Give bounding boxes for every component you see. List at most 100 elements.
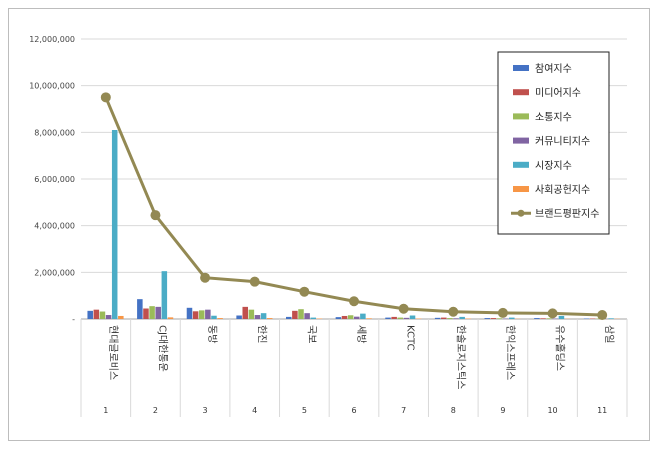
legend-swatch [513,161,529,168]
y-tick-label: - [72,315,75,324]
bar-시장지수-4 [260,313,267,319]
point-브랜드평판지수-9 [497,307,508,318]
bar-커뮤니티지수-4 [254,315,261,319]
bar-layer [87,130,620,319]
point-브랜드평판지수-6 [349,296,359,307]
legend-swatch [513,65,529,71]
category-index-label: 7 [401,406,406,415]
bar-소통지수-8 [447,318,453,319]
bar-참여지수-6 [335,317,342,319]
y-tick-label: 6,000,000 [34,175,75,184]
bar-커뮤니티지수-5 [304,313,310,319]
bar-미디어지수-6 [341,315,348,319]
bar-소통지수-4 [248,309,255,319]
y-tick-label: 12,000,000 [29,35,75,44]
bar-사회공헌지수-3 [217,318,223,319]
bar-시장지수-2 [161,271,168,319]
bar-미디어지수-2 [143,308,149,319]
bar-시장지수-10 [558,315,565,319]
bar-소통지수-6 [347,315,354,319]
point-브랜드평판지수-10 [547,308,558,319]
bar-커뮤니티지수-8 [453,318,459,319]
bar-시장지수-5 [310,317,317,319]
line-layer [100,92,608,321]
label-layer: 현대글로비스 1 CJ대한통운 2 동방 3 한진 4 국보 5 세방 6 KCTC 7 한솔로지스틱스 8 한… [103,325,615,415]
x-tick-label: 동방 [206,325,218,343]
bar-참여지수-1 [87,310,93,319]
bar-참여지수-3 [186,307,193,319]
bar-커뮤니티지수-6 [354,316,360,319]
x-tick-label: KCTC [405,325,416,351]
bar-사회공헌지수-6 [366,318,372,319]
x-tick-label: 세방 [355,325,367,343]
y-tick-label: 10,000,000 [29,82,75,91]
point-브랜드평판지수-5 [299,286,310,297]
bar-참여지수-4 [236,315,242,319]
bar-소통지수-3 [198,310,205,319]
legend-label: 참여지수 [535,63,572,75]
legend-label: 미디어지수 [535,87,581,99]
y-tick-label: 4,000,000 [34,222,75,231]
point-브랜드평판지수-7 [398,303,409,314]
bar-커뮤니티지수-3 [205,309,211,319]
bar-참여지수-10 [534,318,540,319]
point-브랜드평판지수-4 [249,276,260,287]
legend-label: 사회공헌지수 [535,184,590,196]
bar-시장지수-8 [459,316,465,319]
x-tick-label: 한익스프레스 [504,325,516,380]
y-tick-label: 8,000,000 [34,128,75,137]
legend-swatch [513,186,529,192]
bar-시장지수-7 [409,315,416,319]
bar-참여지수-8 [434,317,441,319]
category-index-label: 3 [203,406,208,415]
x-tick-label: 국보 [305,325,317,343]
category-index-label: 2 [153,406,158,415]
bar-사회공헌지수-2 [167,317,174,319]
x-tick-label: 유수홀딩스 [554,325,567,371]
bar-시장지수-9 [509,317,515,319]
bar-소통지수-1 [99,311,106,319]
point-브랜드평판지수-3 [200,272,211,283]
point-브랜드평판지수-11 [597,310,608,321]
bar-미디어지수-9 [490,318,497,319]
bar-소통지수-5 [298,309,304,319]
legend-label: 브랜드평판지수 [535,208,599,220]
category-index-label: 8 [451,406,456,415]
bar-커뮤니티지수-2 [155,306,161,319]
bar-미디어지수-7 [391,316,397,319]
category-index-label: 5 [302,406,307,415]
bar-시장지수-3 [211,315,217,319]
chart-frame: 12,000,000 10,000,000 8,000,000 6,000,000 4,… [8,8,650,441]
bar-커뮤니티지수-7 [403,317,410,319]
y-tick-label: 2,000,000 [34,268,75,277]
category-index-label: 9 [500,406,505,415]
bar-시장지수-1 [111,130,118,319]
bar-소통지수-9 [496,318,503,319]
legend-label: 소통지수 [535,111,572,123]
point-브랜드평판지수-1 [100,92,111,103]
bar-참여지수-9 [484,318,491,319]
x-tick-label: CJ대한통운 [156,325,168,372]
bar-시장지수-6 [360,313,366,319]
x-tick-label: 삼일 [603,325,615,343]
category-index-label: 1 [103,406,108,415]
bar-소통지수-7 [397,317,404,319]
x-tick-label: 한진 [256,325,268,343]
legend-swatch [513,89,529,96]
point-브랜드평판지수-2 [150,210,161,221]
legend-label: 커뮤니티지수 [535,136,590,148]
legend-swatch [513,113,529,120]
bar-미디어지수-3 [192,311,199,319]
bar-미디어지수-1 [93,309,100,319]
bar-미디어지수-5 [292,310,298,319]
bar-참여지수-5 [285,316,292,319]
bar-미디어지수-4 [242,306,249,319]
bar-참여지수-2 [137,299,143,319]
category-index-label: 11 [597,406,607,415]
legend-label: 시장지수 [535,160,572,172]
x-tick-label: 현대글로비스 [107,325,119,380]
category-index-label: 6 [351,406,356,415]
bar-참여지수-7 [385,317,391,319]
bar-사회공헌지수-4 [266,318,273,319]
